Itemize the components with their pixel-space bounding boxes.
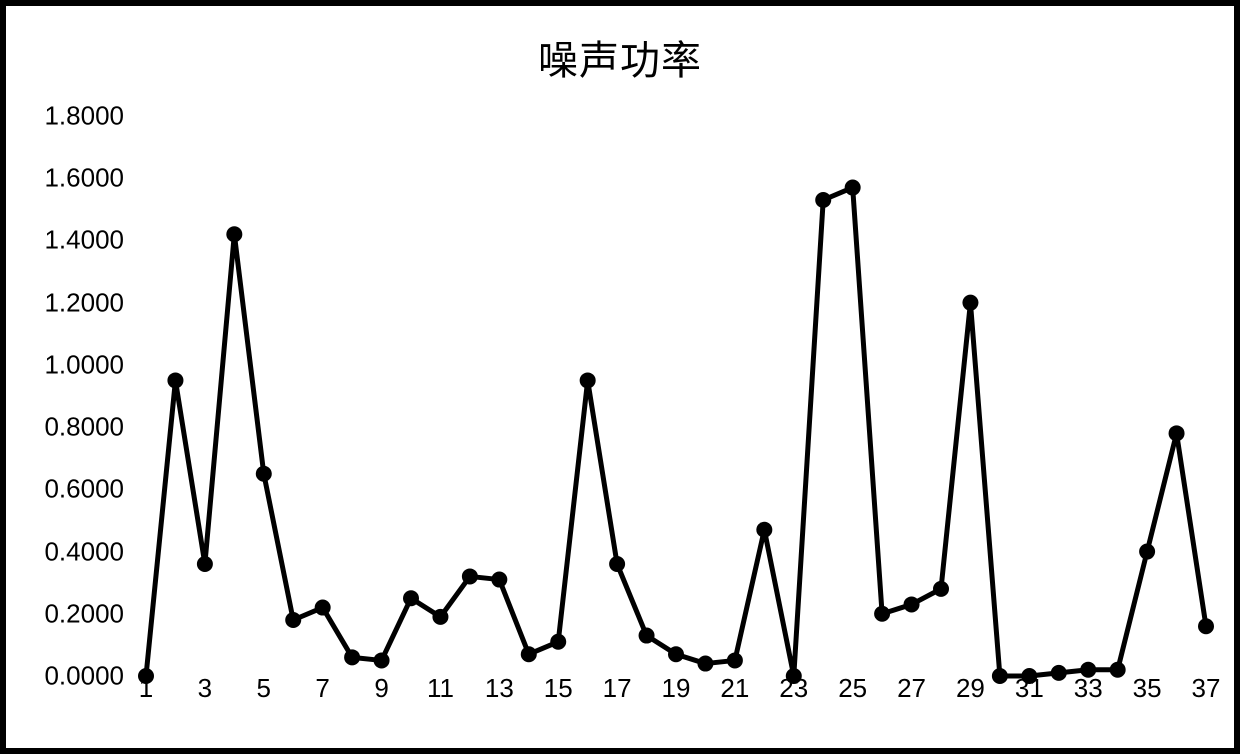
x-tick-label: 35 [1133,673,1162,704]
y-tick-label: 1.6000 [44,163,124,194]
data-point [374,652,390,668]
x-tick-label: 25 [838,673,867,704]
y-tick-label: 0.4000 [44,536,124,567]
series-markers [138,180,1214,684]
x-tick-label: 11 [427,673,454,704]
x-tick-label: 15 [544,673,573,704]
data-point [1139,544,1155,560]
x-tick-label: 27 [897,673,926,704]
data-point [344,649,360,665]
data-point [167,372,183,388]
x-tick-label: 7 [315,673,329,704]
x-tick-label: 3 [198,673,212,704]
data-point [756,522,772,538]
x-tick-label: 21 [720,673,749,704]
data-point [933,581,949,597]
data-point [521,646,537,662]
data-point [992,668,1008,684]
data-point [432,609,448,625]
x-tick-label: 5 [257,673,271,704]
x-tick-label: 13 [485,673,514,704]
x-tick-label: 29 [956,673,985,704]
data-point [580,372,596,388]
data-point [668,646,684,662]
data-point [1051,665,1067,681]
data-point [727,652,743,668]
x-tick-label: 1 [139,673,153,704]
data-point [874,606,890,622]
x-tick-label: 17 [603,673,632,704]
data-point [285,612,301,628]
x-tick-label: 19 [662,673,691,704]
data-point [1198,618,1214,634]
data-point [845,180,861,196]
data-point [815,192,831,208]
y-tick-label: 1.8000 [44,101,124,132]
data-point [226,226,242,242]
data-point [462,568,478,584]
data-point [256,466,272,482]
y-tick-label: 1.4000 [44,225,124,256]
x-tick-label: 33 [1074,673,1103,704]
data-point [697,656,713,672]
data-point [1110,662,1126,678]
chart-title: 噪声功率 [538,28,702,86]
y-tick-label: 0.8000 [44,412,124,443]
data-point [962,295,978,311]
x-tick-label: 31 [1015,673,1044,704]
y-tick-label: 1.2000 [44,287,124,318]
data-point [315,600,331,616]
data-point [609,556,625,572]
y-tick-label: 0.0000 [44,661,124,692]
x-tick-label: 23 [779,673,808,704]
data-point [403,590,419,606]
series-line [146,188,1206,676]
x-tick-label: 37 [1192,673,1221,704]
data-point [1169,425,1185,441]
x-tick-label: 9 [374,673,388,704]
line-chart-svg [146,116,1206,676]
data-point [550,634,566,650]
plot-area [146,116,1206,676]
data-point [491,572,507,588]
y-tick-label: 0.6000 [44,474,124,505]
y-tick-label: 1.0000 [44,349,124,380]
data-point [904,596,920,612]
y-tick-label: 0.2000 [44,598,124,629]
chart-container: 噪声功率 0.0000 0.2000 0.4000 0.6000 0.8000 1.000… [0,0,1240,754]
data-point [197,556,213,572]
data-point [639,628,655,644]
